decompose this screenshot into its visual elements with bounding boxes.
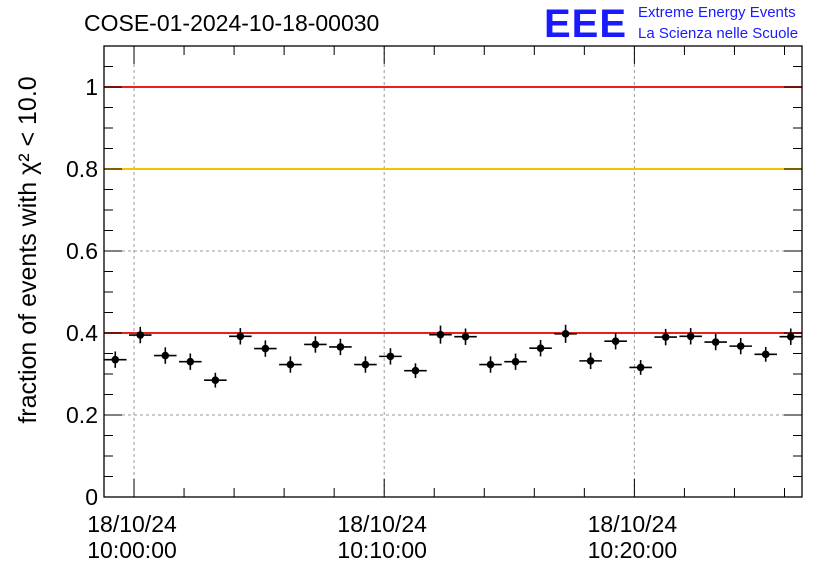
plot-frame (103, 45, 803, 498)
data-point (711, 338, 720, 346)
data-point (161, 351, 170, 360)
data-point (261, 344, 270, 353)
data-point (561, 330, 570, 338)
data-point (386, 352, 395, 361)
y-tick-label: 0.2 (66, 402, 98, 428)
eee-logo: EEE (544, 2, 628, 46)
data-point (311, 340, 320, 349)
y-tick-label: 0 (85, 484, 98, 510)
data-point (661, 333, 670, 341)
data-point (411, 366, 420, 375)
x-tick-label-time: 10:20:00 (588, 537, 678, 563)
data-point (186, 357, 195, 366)
data-point (236, 332, 245, 341)
data-point (336, 343, 345, 351)
data-point (361, 360, 370, 369)
data-point (786, 332, 795, 341)
data-point (211, 376, 220, 384)
data-point (536, 344, 545, 352)
x-tick-label-time: 10:10:00 (337, 537, 427, 563)
x-tick-label-date: 18/10/24 (337, 511, 427, 537)
data-point (586, 357, 595, 365)
y-tick-label: 0.4 (66, 320, 98, 346)
data-point (486, 360, 495, 369)
y-tick-label: 1 (85, 74, 98, 100)
x-tick-label-time: 10:00:00 (87, 537, 177, 563)
y-tick-label: 0.6 (66, 238, 98, 264)
data-point (761, 350, 770, 359)
data-point (511, 357, 520, 366)
data-point (636, 363, 645, 372)
x-tick-label-date: 18/10/24 (588, 511, 678, 537)
data-point (286, 360, 295, 369)
data-point (611, 337, 620, 346)
logo-tagline-2: La Scienza nelle Scuole (638, 25, 799, 42)
data-point (111, 355, 120, 364)
y-tick-label: 0.8 (66, 156, 98, 182)
data-point (436, 330, 445, 339)
data-point (736, 342, 745, 350)
data-point (461, 332, 470, 341)
logo-tagline-1: Extreme Energy Events (638, 4, 796, 21)
chart-title: COSE-01-2024-10-18-00030 (84, 10, 380, 36)
y-axis-label: fraction of events with χ² < 10.0 (14, 76, 42, 423)
data-point (686, 332, 695, 341)
x-tick-label-date: 18/10/24 (87, 511, 177, 537)
data-point (136, 331, 145, 339)
